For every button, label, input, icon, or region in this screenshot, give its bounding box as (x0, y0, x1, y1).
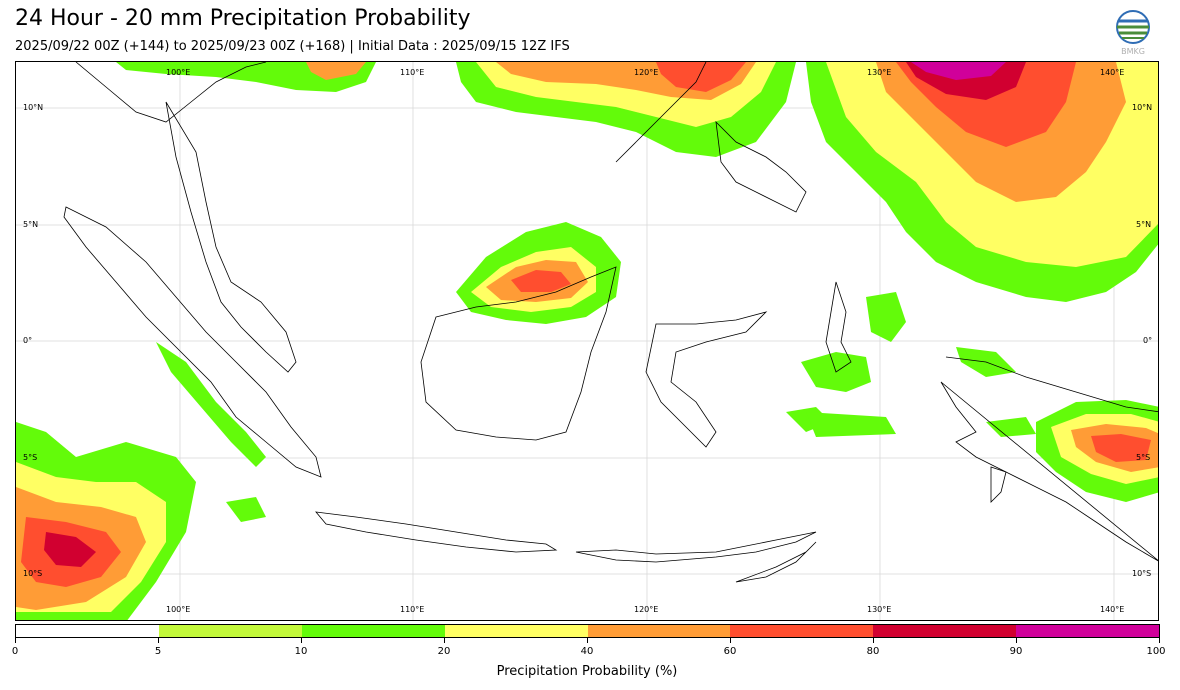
lat-label-10s-left: 10°S (23, 569, 43, 578)
precip-field-northeast (806, 62, 1158, 302)
colorbar-segment-20-40 (444, 625, 588, 637)
precip-field-borneo (456, 222, 621, 324)
colorbar-tick-label-90: 90 (1009, 646, 1023, 657)
lat-label-5s-right: 5°S (1136, 453, 1151, 462)
lat-label-0-right: 0° (1143, 336, 1153, 345)
map-canvas (16, 62, 1158, 620)
precip-field-southwest (16, 422, 196, 620)
colorbar-tick (444, 638, 445, 643)
lat-label-5s-left: 5°S (23, 453, 38, 462)
colorbar-segment-10-20 (301, 625, 445, 637)
colorbar-segment-60-80 (730, 625, 874, 637)
map-title: 24 Hour - 20 mm Precipitation Probabilit… (15, 6, 471, 31)
colorbar-tick (301, 638, 302, 643)
lat-label-10n-left: 10°N (23, 103, 44, 112)
colorbar-tick-label-100: 100 (1146, 646, 1166, 657)
colorbar-tick (873, 638, 874, 643)
colorbar-segment-80-90 (873, 625, 1017, 637)
lon-label-140-top: 140°E (1100, 68, 1125, 77)
lat-label-5n-right: 5°N (1136, 220, 1152, 229)
bmkg-logo-icon: BMKG (1116, 10, 1150, 56)
colorbar-segment-40-60 (587, 625, 731, 637)
lon-label-100-top: 100°E (166, 68, 191, 77)
lat-label-0-left: 0° (23, 336, 33, 345)
colorbar-tick (15, 638, 16, 643)
lon-label-120-top: 120°E (634, 68, 659, 77)
colorbar-tick-label-10: 10 (294, 646, 308, 657)
lon-label-110-top: 110°E (400, 68, 425, 77)
lon-label-130-top: 130°E (867, 68, 892, 77)
colorbar-tick (1016, 638, 1017, 643)
lat-label-10n-right: 10°N (1132, 103, 1153, 112)
colorbar-tick-label-0: 0 (11, 646, 19, 657)
lon-label-100-bottom: 100°E (166, 605, 191, 614)
colorbar-tick-label-20: 20 (437, 646, 451, 657)
colorbar-tick (730, 638, 731, 643)
lat-label-5n-left: 5°N (23, 220, 39, 229)
lon-label-140-bottom: 140°E (1100, 605, 1125, 614)
svg-text:BMKG: BMKG (1121, 47, 1145, 56)
colorbar-segment-90-100 (1016, 625, 1159, 637)
precipitation-map: 100°E 110°E 120°E 130°E 140°E 100°E 110°… (15, 61, 1159, 621)
colorbar-title: Precipitation Probability (%) (496, 664, 678, 679)
colorbar (15, 624, 1160, 638)
lon-label-110-bottom: 110°E (400, 605, 425, 614)
colorbar-segment-0-5 (16, 625, 159, 637)
colorbar-tick-label-40: 40 (580, 646, 594, 657)
lat-label-10s-right: 10°S (1132, 569, 1152, 578)
precip-field-north (116, 62, 796, 157)
colorbar-tick-label-5: 5 (154, 646, 162, 657)
lon-label-130-bottom: 130°E (867, 605, 892, 614)
colorbar-tick (1159, 638, 1160, 643)
coastlines (63, 62, 1158, 583)
colorbar-tick (587, 638, 588, 643)
map-subtitle: 2025/09/22 00Z (+144) to 2025/09/23 00Z … (15, 39, 570, 54)
colorbar-tick (158, 638, 159, 643)
lon-label-120-bottom: 120°E (634, 605, 659, 614)
colorbar-segment-5-10 (158, 625, 302, 637)
colorbar-tick-label-60: 60 (723, 646, 737, 657)
precip-field-scattered (156, 292, 1036, 522)
colorbar-tick-label-80: 80 (866, 646, 880, 657)
precip-field-papua (1036, 400, 1158, 502)
